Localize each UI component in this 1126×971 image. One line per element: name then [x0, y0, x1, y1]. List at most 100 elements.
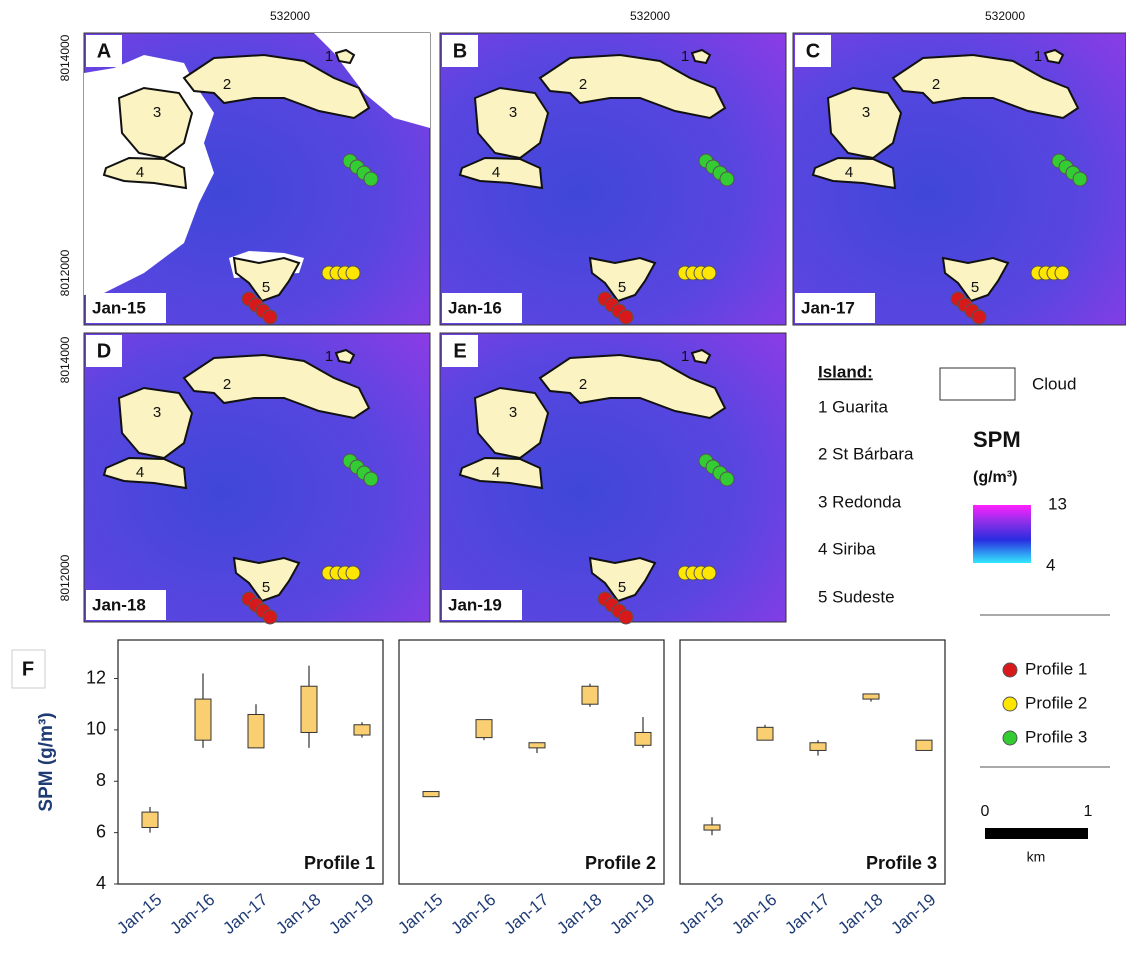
x-tick-label: Jan-16 — [166, 890, 218, 938]
panel-title: Profile 2 — [585, 853, 656, 873]
island — [458, 156, 544, 190]
x-tick-label: Jan-18 — [553, 890, 605, 938]
island — [588, 256, 657, 303]
profile-dot — [719, 471, 735, 487]
map-panel: 1 2 3 4 5 E Jan-19 — [439, 332, 787, 625]
island — [891, 53, 1080, 120]
island-label: 1 — [325, 48, 333, 65]
island — [117, 86, 194, 160]
island — [811, 156, 897, 190]
island-label: 5 — [618, 579, 626, 596]
island — [102, 456, 188, 490]
panel-label-box — [11, 649, 46, 689]
colorbar — [973, 505, 1031, 563]
colorbar-unit: (g/m³) — [973, 469, 1017, 486]
map-panel: 1 2 3 4 5 C Jan-17 — [792, 32, 1126, 326]
box — [703, 824, 721, 831]
island-label: 4 — [136, 464, 144, 481]
date-box — [86, 590, 166, 620]
island — [182, 53, 371, 120]
island — [473, 386, 550, 460]
box — [581, 685, 599, 705]
box — [300, 685, 318, 733]
island — [826, 86, 903, 160]
island-legend-item: 5 Sudeste — [818, 587, 895, 606]
island — [102, 156, 188, 190]
x-tick-label: Jan-15 — [113, 890, 165, 938]
scale-end: 1 — [1084, 803, 1093, 820]
map-panel: 1 2 3 4 5 B Jan-16 — [439, 32, 787, 326]
island — [941, 256, 1010, 303]
island — [182, 353, 371, 420]
island — [232, 256, 301, 303]
panel-label: F — [22, 658, 34, 680]
cloud-swatch — [939, 367, 1016, 401]
island — [690, 48, 712, 65]
x-tick-label: Jan-19 — [887, 890, 939, 938]
island-label: 3 — [509, 404, 517, 421]
panel-letter: E — [453, 340, 466, 362]
colorbar-title: SPM — [973, 427, 1021, 452]
date-label: Jan-17 — [801, 298, 855, 317]
island-label: 1 — [325, 348, 333, 365]
date-label: Jan-18 — [92, 595, 146, 614]
legend-swatch — [1002, 730, 1018, 746]
island-label: 3 — [509, 104, 517, 121]
profile-dot — [1054, 265, 1070, 281]
legend-swatch — [1002, 696, 1018, 712]
colorbar-max: 13 — [1048, 494, 1067, 513]
island-label: 5 — [618, 279, 626, 296]
island — [334, 348, 356, 365]
profile-dot — [262, 309, 278, 325]
northing-label: 8012000 — [58, 249, 72, 296]
island — [232, 556, 301, 603]
box — [422, 791, 440, 798]
date-box — [442, 293, 522, 323]
legend-label: Profile 1 — [1025, 659, 1087, 678]
scale-bar — [985, 828, 1088, 839]
panel-letter-box — [86, 35, 122, 67]
profile-dot — [345, 565, 361, 581]
island — [1043, 48, 1065, 65]
northing-label: 8014000 — [58, 34, 72, 81]
legend-label: Profile 3 — [1025, 727, 1087, 746]
box — [194, 698, 212, 741]
island-label: 1 — [681, 348, 689, 365]
profile-dot — [618, 609, 634, 625]
island-label: 2 — [223, 376, 231, 393]
profile-dot — [262, 609, 278, 625]
profile-dot — [971, 309, 987, 325]
island-label: 1 — [1034, 48, 1042, 65]
plot-frame — [679, 639, 946, 885]
island — [588, 556, 657, 603]
island-label: 5 — [262, 279, 270, 296]
island-label: 1 — [681, 48, 689, 65]
scale-unit: km — [1027, 849, 1046, 865]
island — [473, 86, 550, 160]
easting-label: 532000 — [985, 9, 1025, 23]
easting-label: 532000 — [270, 9, 310, 23]
island-legend-title: Island: — [818, 362, 873, 381]
y-tick-label: 12 — [86, 667, 106, 687]
northing-label: 8014000 — [58, 336, 72, 383]
x-tick-label: Jan-19 — [325, 890, 377, 938]
island — [117, 386, 194, 460]
box — [353, 724, 371, 736]
island-legend-item: 1 Guarita — [818, 397, 888, 416]
island-label: 5 — [262, 579, 270, 596]
y-tick-label: 10 — [86, 719, 106, 739]
date-label: Jan-15 — [92, 298, 146, 317]
x-tick-label: Jan-18 — [834, 890, 886, 938]
island — [334, 48, 356, 65]
y-tick-label: 6 — [96, 821, 106, 841]
cloud-label: Cloud — [1032, 374, 1076, 393]
box — [809, 742, 827, 751]
profile-dot — [618, 309, 634, 325]
island-label: 5 — [971, 279, 979, 296]
panel-letter-box — [795, 35, 831, 67]
island-label: 2 — [223, 76, 231, 93]
panel-title: Profile 1 — [304, 853, 375, 873]
date-label: Jan-16 — [448, 298, 502, 317]
island-label: 2 — [579, 76, 587, 93]
